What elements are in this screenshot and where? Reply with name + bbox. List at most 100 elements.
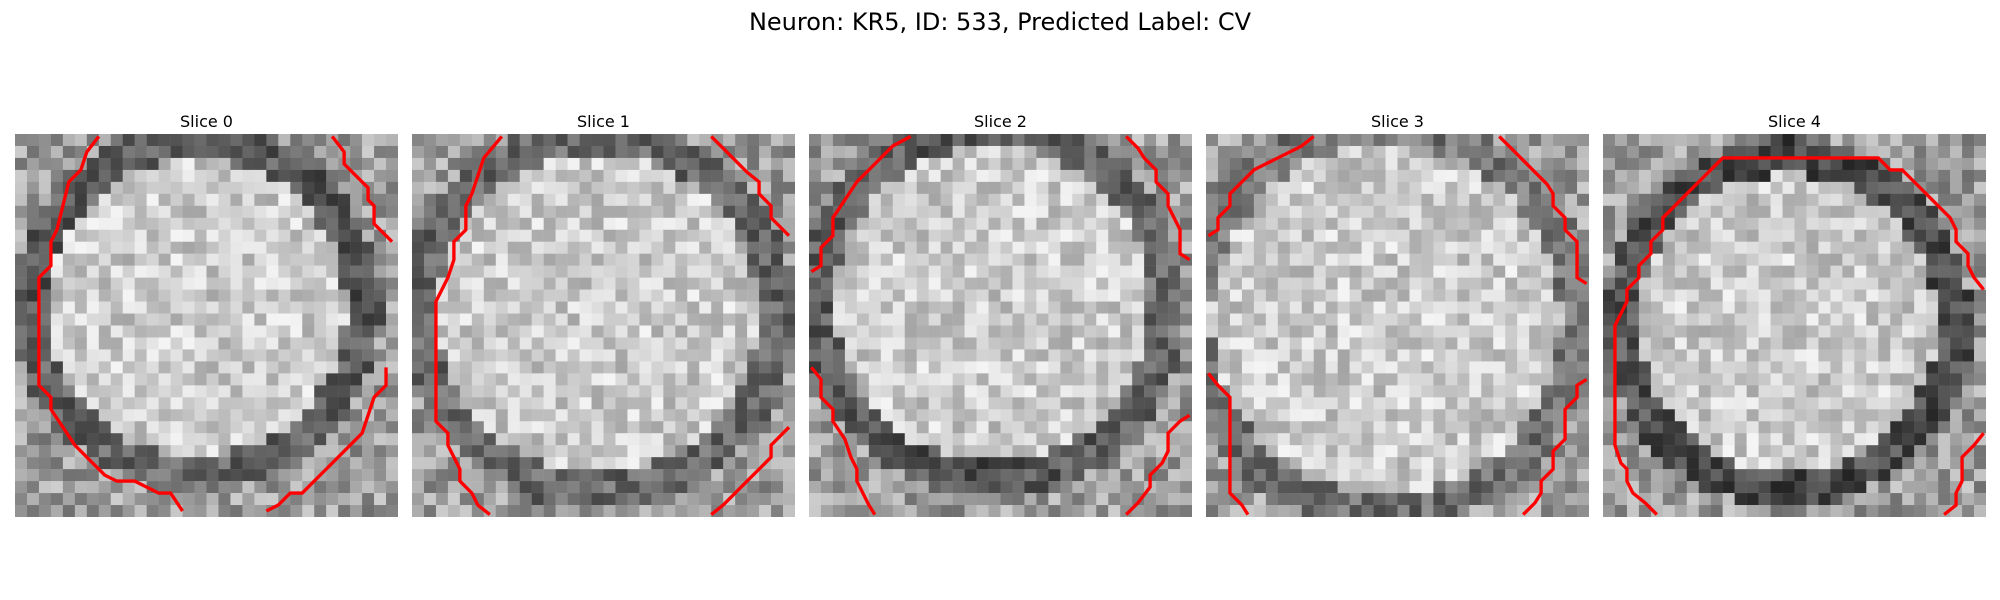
pixel (1084, 205, 1097, 219)
pixel (1577, 289, 1589, 302)
pixel (1060, 289, 1073, 302)
pixel (1962, 349, 1975, 362)
pixel (1794, 361, 1807, 374)
pixel (1120, 397, 1133, 410)
pixel (603, 421, 616, 434)
pixel (412, 157, 425, 171)
pixel (386, 181, 398, 195)
pixel (1241, 205, 1255, 219)
pixel (675, 385, 688, 398)
pixel (687, 325, 700, 338)
pixel (1962, 169, 1975, 183)
pixel (1577, 277, 1589, 290)
pixel (1878, 409, 1891, 422)
pixel (350, 229, 363, 242)
pixel (892, 241, 905, 254)
pixel (820, 205, 834, 219)
pixel (988, 205, 1001, 219)
pixel (495, 505, 508, 517)
pixel (1626, 325, 1640, 338)
pixel (952, 469, 965, 482)
pixel (639, 349, 652, 362)
pixel (507, 265, 520, 278)
pixel (62, 325, 76, 338)
pixel (1614, 373, 1628, 386)
pixel (519, 505, 532, 517)
pixel (483, 193, 497, 207)
pixel (74, 217, 88, 230)
pixel (1734, 409, 1747, 422)
pixel (447, 481, 461, 494)
pixel (916, 134, 929, 147)
pixel (567, 169, 580, 183)
pixel (735, 361, 748, 374)
pixel (832, 157, 846, 171)
pixel (1036, 134, 1049, 147)
pixel (1206, 409, 1219, 422)
pixel (952, 481, 965, 494)
pixel (1373, 349, 1386, 362)
pixel (1866, 157, 1879, 171)
pixel (1289, 313, 1302, 326)
pixel (1108, 169, 1121, 183)
pixel (627, 301, 640, 314)
pixel (62, 361, 76, 374)
pixel (1337, 265, 1350, 278)
pixel (699, 277, 712, 290)
pixel (952, 277, 965, 290)
pixel (1409, 253, 1422, 266)
pixel (1770, 301, 1783, 314)
pixel (122, 217, 135, 230)
pixel (122, 181, 135, 195)
pixel (50, 181, 64, 195)
pixel (1662, 193, 1676, 207)
pixel (1132, 481, 1145, 494)
pixel (1241, 181, 1255, 195)
pixel (1505, 313, 1518, 326)
pixel (338, 373, 351, 386)
pixel (952, 421, 965, 434)
pixel (386, 385, 398, 398)
pixel (1505, 409, 1518, 422)
pixel (230, 134, 243, 147)
pixel (1866, 433, 1879, 446)
pixel (1854, 445, 1867, 458)
pixel (747, 181, 760, 195)
pixel (314, 193, 327, 207)
pixel (916, 361, 929, 374)
pixel (1565, 325, 1578, 338)
pixel (1036, 397, 1049, 410)
pixel (519, 229, 532, 242)
pixel (663, 301, 676, 314)
pixel (1397, 241, 1410, 254)
pixel (820, 289, 834, 302)
pixel (1361, 134, 1374, 147)
pixel (844, 373, 858, 386)
pixel (98, 409, 111, 422)
pixel (1313, 157, 1326, 171)
pixel (1012, 289, 1025, 302)
pixel (964, 181, 977, 195)
pixel (543, 481, 556, 494)
pixel (940, 265, 953, 278)
pixel (1217, 421, 1231, 434)
pixel (832, 265, 846, 278)
pixel (1060, 361, 1073, 374)
pixel (1120, 505, 1133, 517)
pixel (218, 205, 231, 219)
pixel (711, 241, 724, 254)
pixel (1722, 157, 1735, 171)
pixel (615, 265, 628, 278)
pixel (1301, 361, 1314, 374)
pixel (1481, 241, 1494, 254)
pixel (711, 349, 724, 362)
pixel (110, 421, 123, 434)
pixel (916, 445, 929, 458)
pixel (86, 265, 100, 278)
pixel (254, 277, 267, 290)
pixel (1084, 373, 1097, 386)
pixel (1842, 169, 1855, 183)
pixel (62, 277, 76, 290)
pixel (1746, 397, 1759, 410)
pixel (1277, 157, 1291, 171)
